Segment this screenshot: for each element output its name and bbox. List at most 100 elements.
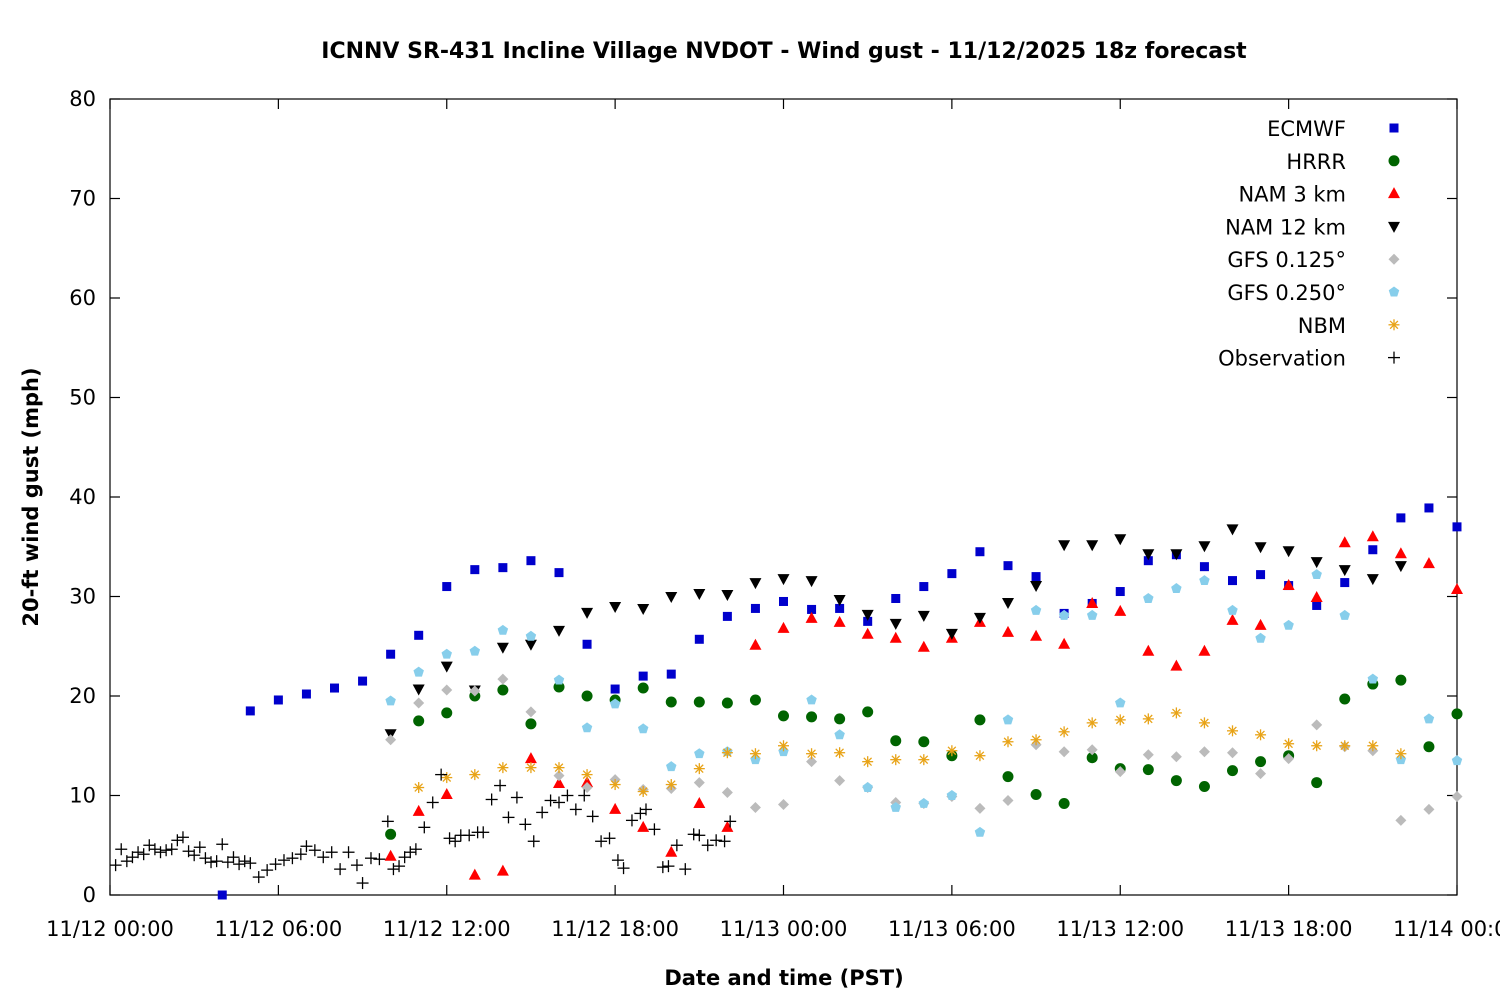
- data-point: [778, 740, 789, 752]
- data-point: [469, 685, 481, 697]
- data-point: [750, 603, 760, 613]
- data-point: [1340, 578, 1350, 588]
- series-nam-3-km: [384, 530, 1463, 880]
- data-point: [210, 855, 223, 868]
- data-point: [1198, 541, 1211, 553]
- legend-label: ECMWF: [1267, 117, 1346, 141]
- legend-marker: [1388, 286, 1400, 297]
- data-point: [350, 859, 363, 872]
- data-point: [1395, 814, 1407, 826]
- data-point: [1142, 644, 1155, 656]
- data-point: [1311, 569, 1322, 580]
- data-point: [889, 618, 902, 630]
- series-observation: [109, 768, 737, 890]
- data-point: [1283, 619, 1294, 630]
- data-point: [356, 877, 369, 890]
- data-point: [1227, 747, 1238, 759]
- data-point: [1199, 562, 1209, 572]
- data-point: [294, 848, 307, 861]
- data-point: [536, 806, 549, 819]
- y-tick-label: 70: [69, 187, 96, 211]
- data-point: [238, 855, 251, 868]
- x-tick-label: 11/12 18:00: [551, 917, 679, 941]
- legend-label: NAM 3 km: [1238, 183, 1346, 207]
- data-point: [918, 754, 930, 766]
- data-point: [1227, 765, 1238, 777]
- data-point: [544, 794, 557, 807]
- data-point: [126, 851, 139, 864]
- data-point: [693, 589, 706, 601]
- data-point: [1367, 740, 1379, 752]
- data-point: [404, 846, 417, 859]
- data-point: [1086, 540, 1099, 552]
- data-point: [835, 603, 845, 613]
- legend-item-gfs-0-250: GFS 0.250°: [1227, 281, 1400, 305]
- data-point: [414, 630, 424, 640]
- data-point: [1423, 713, 1435, 724]
- data-point: [1058, 746, 1070, 758]
- data-point: [1002, 771, 1014, 783]
- data-point: [1451, 708, 1463, 720]
- data-point: [718, 835, 731, 848]
- data-point: [441, 707, 453, 719]
- y-tick-label: 30: [69, 585, 96, 609]
- series-nam-12-km: [384, 524, 1407, 741]
- data-point: [862, 782, 873, 792]
- legend-marker: [1388, 351, 1400, 364]
- data-point: [637, 603, 650, 615]
- data-point: [510, 791, 523, 804]
- data-point: [525, 762, 537, 774]
- data-point: [665, 592, 678, 603]
- data-point: [443, 832, 456, 845]
- data-point: [670, 839, 683, 852]
- legend-marker: [1388, 253, 1400, 265]
- data-point: [317, 851, 330, 864]
- data-point: [412, 804, 425, 816]
- data-point: [386, 649, 396, 659]
- data-point: [1339, 740, 1351, 752]
- data-point: [233, 858, 246, 871]
- data-point: [666, 761, 677, 772]
- x-tick-label: 11/12 12:00: [383, 917, 511, 941]
- data-point: [364, 852, 377, 865]
- data-point: [749, 638, 762, 650]
- data-point: [974, 714, 986, 726]
- data-point: [806, 694, 817, 705]
- data-point: [834, 713, 846, 725]
- legend-label: GFS 0.250°: [1227, 281, 1346, 305]
- data-point: [494, 779, 507, 792]
- data-point: [286, 852, 299, 865]
- data-point: [946, 745, 958, 757]
- legend-label: NAM 12 km: [1225, 215, 1346, 239]
- data-point: [525, 718, 537, 730]
- data-point: [1115, 587, 1125, 597]
- data-point: [1030, 734, 1042, 746]
- data-point: [1311, 719, 1323, 731]
- data-point: [1002, 794, 1014, 806]
- data-point: [1030, 604, 1042, 615]
- legend-label: NBM: [1298, 314, 1346, 338]
- data-point: [413, 715, 425, 727]
- data-point: [252, 871, 265, 884]
- data-point: [244, 857, 257, 870]
- data-point: [469, 645, 481, 656]
- data-point: [693, 763, 705, 775]
- data-point: [137, 848, 150, 861]
- data-point: [1086, 717, 1098, 729]
- data-point: [527, 835, 540, 848]
- data-point: [245, 706, 255, 716]
- data-point: [469, 769, 481, 781]
- data-point: [721, 787, 733, 799]
- y-axis-title: 20-ft wind gust (mph): [19, 367, 43, 626]
- data-point: [273, 695, 283, 705]
- data-point: [581, 776, 594, 788]
- data-point: [1142, 749, 1154, 761]
- data-point: [1367, 673, 1379, 684]
- data-point: [1255, 768, 1267, 780]
- data-point: [890, 801, 901, 812]
- x-tick-label: 11/13 06:00: [888, 917, 1016, 941]
- data-point: [889, 631, 902, 643]
- data-point: [805, 576, 818, 588]
- data-point: [526, 556, 536, 566]
- legend-item-gfs-0-125: GFS 0.125°: [1227, 248, 1400, 272]
